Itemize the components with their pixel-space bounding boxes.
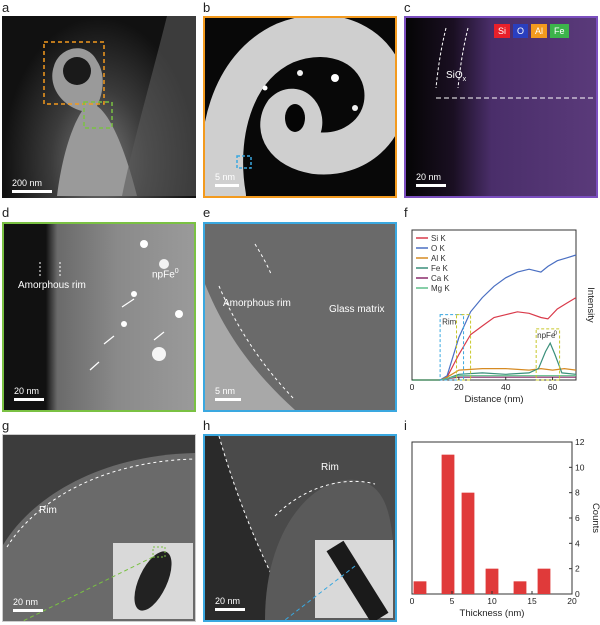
x-tick-label-4: 20: [567, 596, 577, 606]
rim-label: Amorphous rim: [18, 280, 86, 291]
panel-e-hrtem-image: Amorphous rim Glass matrix 5 nm: [203, 222, 397, 412]
bar-3: [485, 568, 499, 594]
x-tick-label-3: 15: [527, 596, 537, 606]
np-annotation-sup: 0: [554, 331, 558, 337]
particle-bright-field: [205, 18, 395, 196]
legend-label-1: O K: [431, 244, 445, 253]
x-tick-label-0: 0: [410, 596, 415, 606]
particle-shape: [43, 16, 196, 197]
matrix-label: Glass matrix: [329, 304, 385, 315]
plot-frame: [411, 229, 577, 381]
y-tick-label-2: 4: [575, 538, 580, 548]
legend-label-4: Ca K: [431, 274, 449, 283]
series-line-2: [412, 367, 577, 381]
legend-label-2: Al K: [431, 254, 446, 263]
series-line-3: [412, 341, 577, 381]
y-axis-label: Intensity: [585, 287, 596, 323]
element-o: O: [513, 24, 529, 38]
panel-c-eds-map: Si O Al Fe SiOx 20 nm: [404, 16, 598, 198]
panel-label-i: i: [404, 418, 407, 433]
x-tick-label-2: 40: [501, 382, 511, 392]
y-axis-label: Counts: [590, 503, 600, 533]
panel-d-stem-image: Amorphous rim npFe0 20 nm: [2, 222, 196, 412]
oxide-label: SiOx: [446, 70, 467, 83]
y-tick-label-0: 0: [575, 589, 580, 599]
element-fe: Fe: [550, 24, 569, 38]
legend-label-5: Mg K: [431, 284, 450, 293]
panel-a-tem-image: 200 nm: [2, 16, 196, 198]
rim-label: Amorphous rim: [223, 298, 291, 309]
panel-label-e: e: [203, 205, 211, 220]
panel-label-d: d: [2, 205, 10, 220]
rim-annotation: Rim: [442, 318, 457, 327]
scale-bar: [14, 398, 44, 401]
panel-label-c: c: [404, 0, 411, 15]
scale-bar: [215, 398, 241, 401]
panel-label-b: b: [203, 0, 211, 15]
scale-bar-label: 20 nm: [14, 386, 40, 396]
panel-h-tem-image: Rim 20 nm: [203, 434, 397, 622]
bar-2: [461, 492, 475, 594]
panel-b-stem-image: 5 nm: [203, 16, 397, 198]
bar-1: [441, 454, 455, 594]
y-tick-label-3: 6: [575, 513, 580, 523]
x-axis-label: Thickness (nm): [460, 608, 525, 619]
scale-bar-label: 20 nm: [416, 172, 442, 182]
y-tick-label-4: 8: [575, 488, 580, 498]
scale-bar-label: 5 nm: [215, 386, 236, 396]
series-line-0: [412, 297, 577, 381]
np-particles: [39, 240, 183, 371]
panel-g-tem-image: Rim 20 nm: [2, 434, 196, 622]
element-si: Si: [494, 24, 511, 38]
legend-label-0: Si K: [431, 234, 446, 243]
bar-4: [513, 581, 527, 594]
bar-5: [537, 568, 551, 594]
scale-bar: [13, 609, 43, 612]
rim-box-2: [456, 314, 472, 381]
scale-bar: [215, 608, 245, 611]
panel-label-h: h: [203, 418, 211, 433]
element-al: Al: [531, 24, 548, 38]
series-line-5: [412, 375, 576, 381]
glass-edge: [205, 243, 296, 410]
np-annotation: npFe: [537, 331, 556, 340]
panel-label-a: a: [2, 0, 10, 15]
x-tick-label-1: 5: [450, 596, 455, 606]
y-tick-label-5: 10: [575, 462, 585, 472]
particle-outline: [205, 436, 395, 620]
series-line-1: [412, 254, 577, 381]
x-axis-label: Distance (nm): [464, 394, 523, 405]
element-legend: Si O Al Fe: [494, 24, 569, 38]
bar-0: [413, 581, 427, 594]
x-tick-label-2: 10: [487, 596, 497, 606]
scale-bar: [12, 190, 52, 193]
scale-bar: [215, 184, 239, 187]
scale-bar-label: 200 nm: [12, 178, 43, 188]
np-box: [535, 328, 561, 381]
x-tick-label-1: 20: [454, 382, 464, 392]
scale-bar: [416, 184, 446, 187]
rim-label: Rim: [39, 505, 57, 516]
rim-label: Rim: [321, 462, 339, 473]
y-tick-label-6: 12: [575, 437, 585, 447]
particle-outline: [3, 453, 195, 621]
panel-label-f: f: [404, 205, 408, 220]
rim-box: [439, 314, 465, 381]
x-tick-label-0: 0: [410, 382, 415, 392]
eds-overlay: [435, 27, 594, 99]
scale-bar-label: 5 nm: [215, 172, 236, 182]
np-label: npFe0: [152, 268, 179, 281]
scale-bar-label: 20 nm: [215, 596, 241, 606]
scale-bar-label: 20 nm: [13, 597, 39, 607]
legend-label-3: Fe K: [431, 264, 449, 273]
panel-label-g: g: [2, 418, 10, 433]
y-tick-label-1: 2: [575, 564, 580, 574]
x-tick-label-3: 60: [548, 382, 558, 392]
